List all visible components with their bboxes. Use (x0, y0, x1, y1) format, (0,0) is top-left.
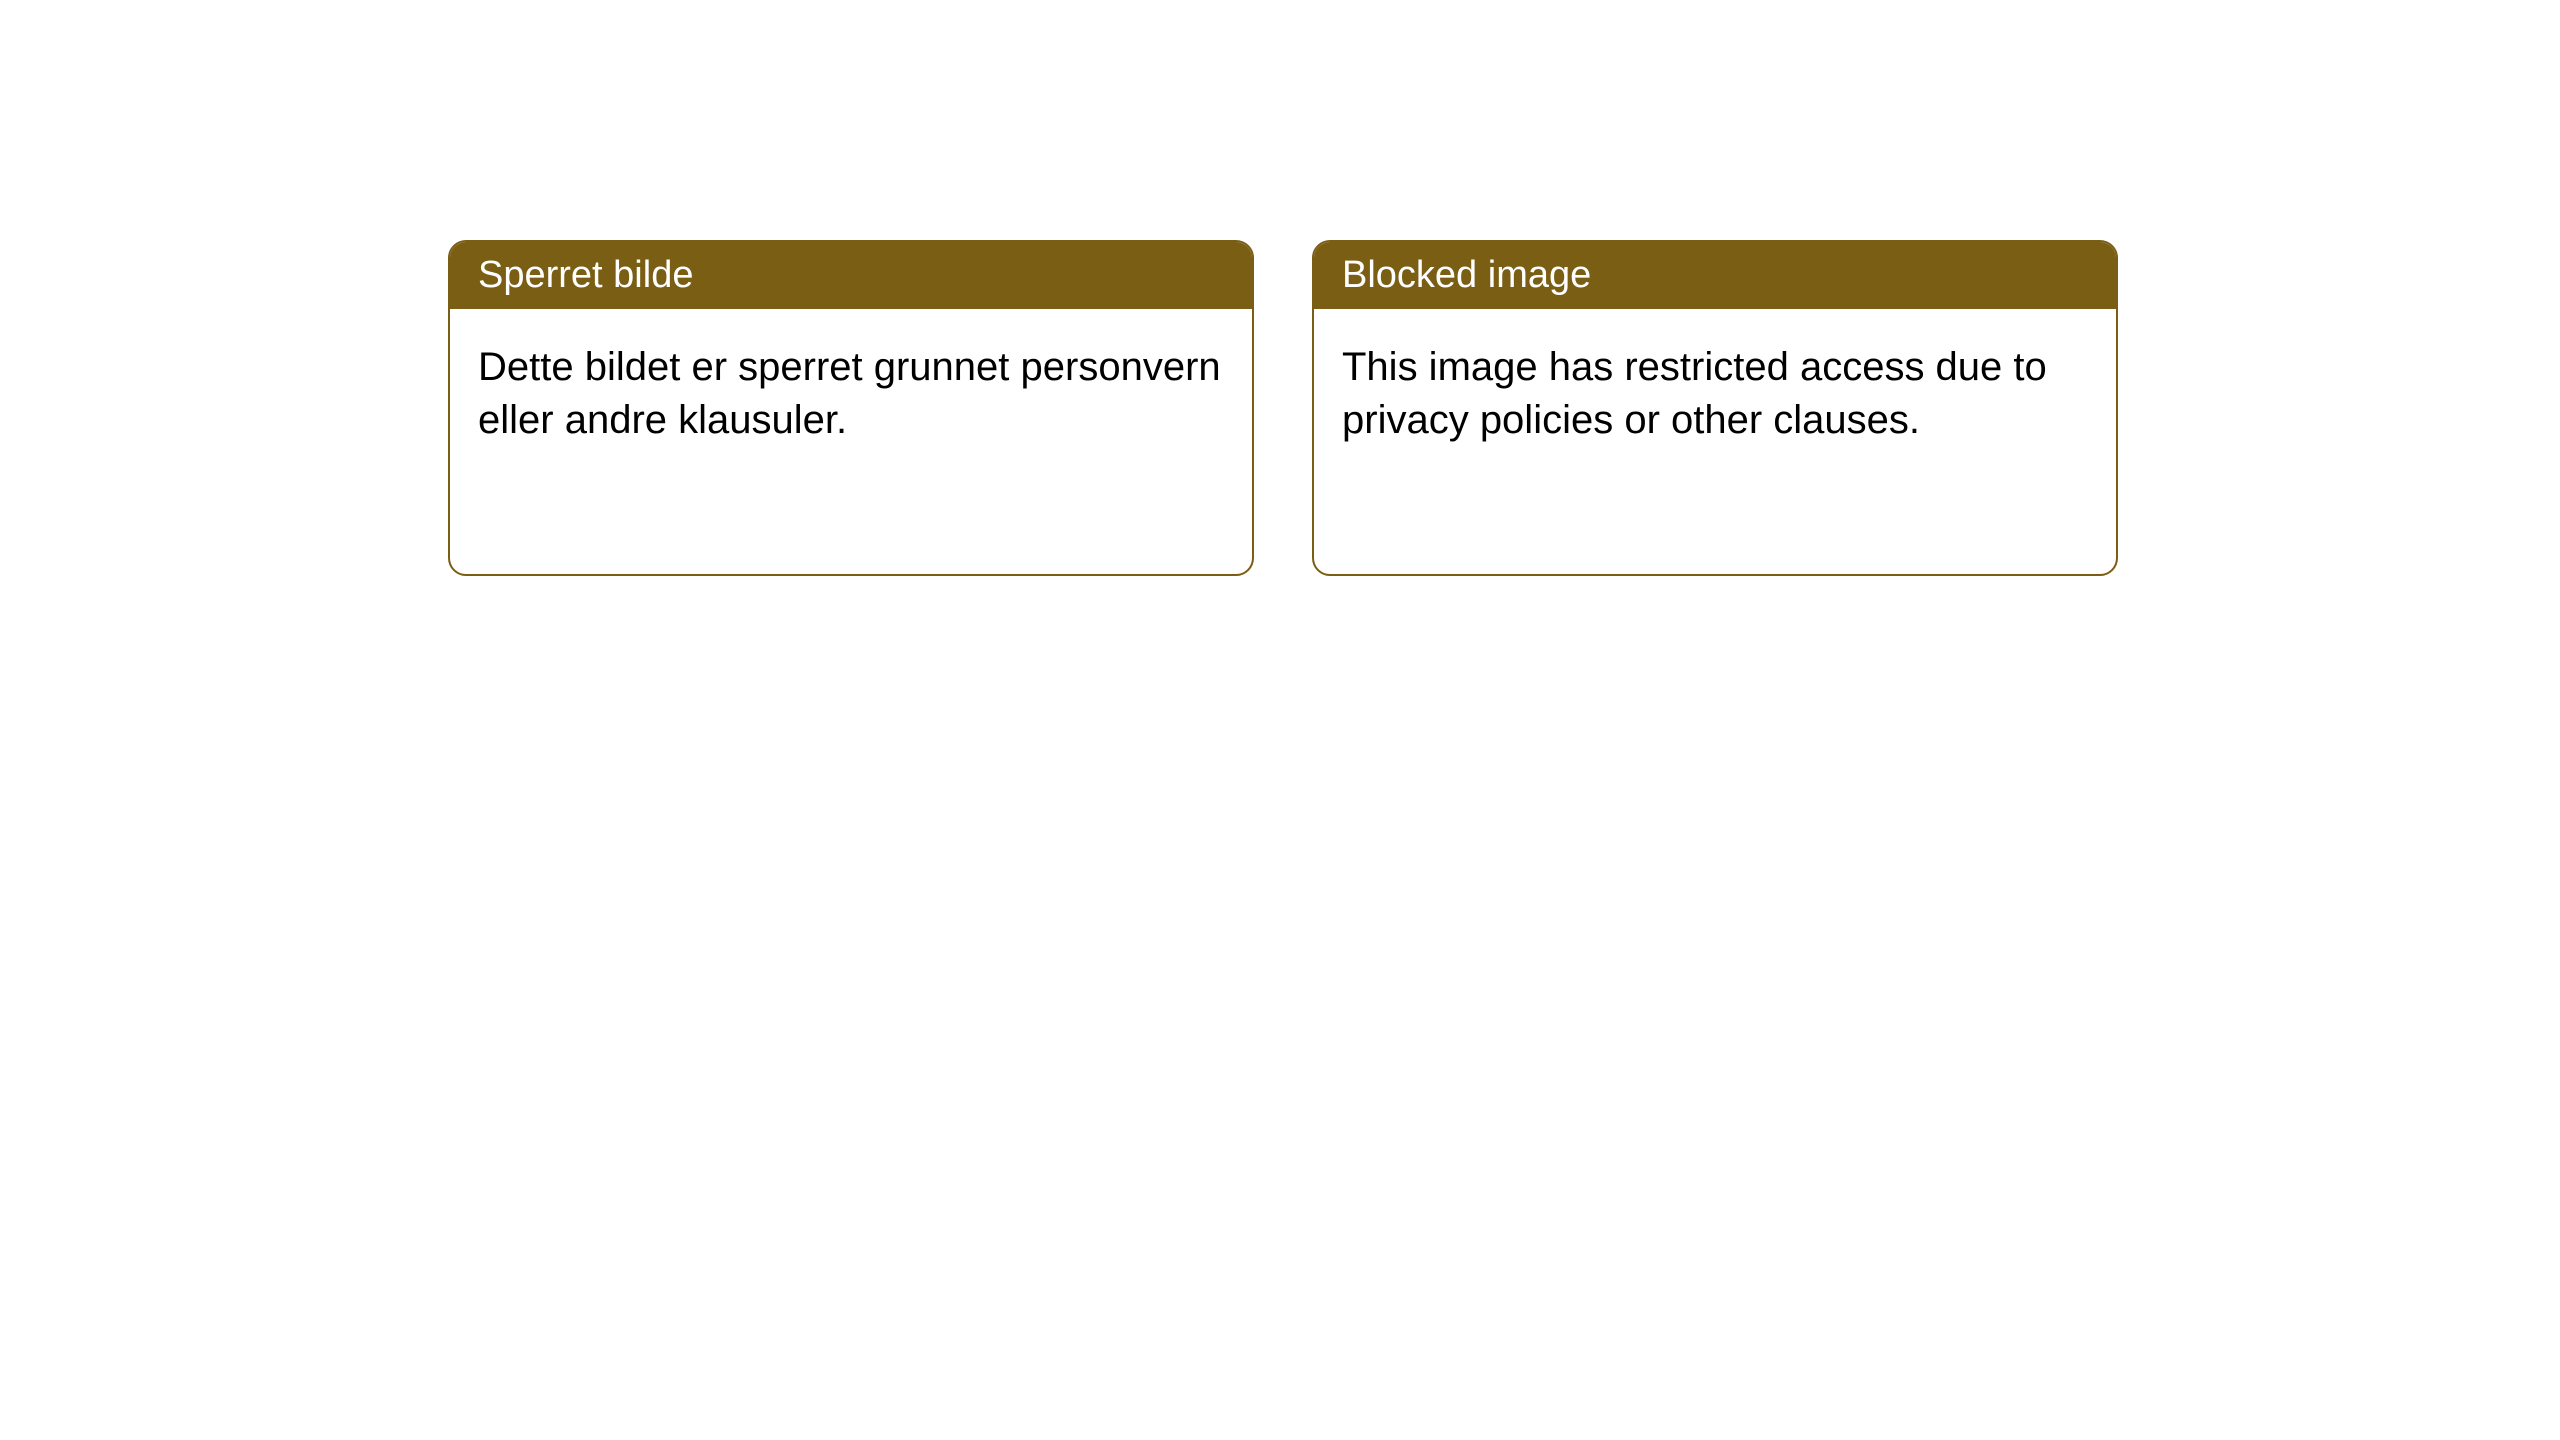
notice-body: This image has restricted access due to … (1314, 309, 2116, 479)
notice-card-english: Blocked image This image has restricted … (1312, 240, 2118, 576)
notice-body: Dette bildet er sperret grunnet personve… (450, 309, 1252, 479)
notice-text: This image has restricted access due to … (1342, 345, 2047, 442)
notice-header: Sperret bilde (450, 242, 1252, 309)
notice-title: Sperret bilde (478, 254, 693, 296)
notice-container: Sperret bilde Dette bildet er sperret gr… (0, 0, 2560, 576)
notice-card-norwegian: Sperret bilde Dette bildet er sperret gr… (448, 240, 1254, 576)
notice-text: Dette bildet er sperret grunnet personve… (478, 345, 1221, 442)
notice-title: Blocked image (1342, 254, 1591, 296)
notice-header: Blocked image (1314, 242, 2116, 309)
